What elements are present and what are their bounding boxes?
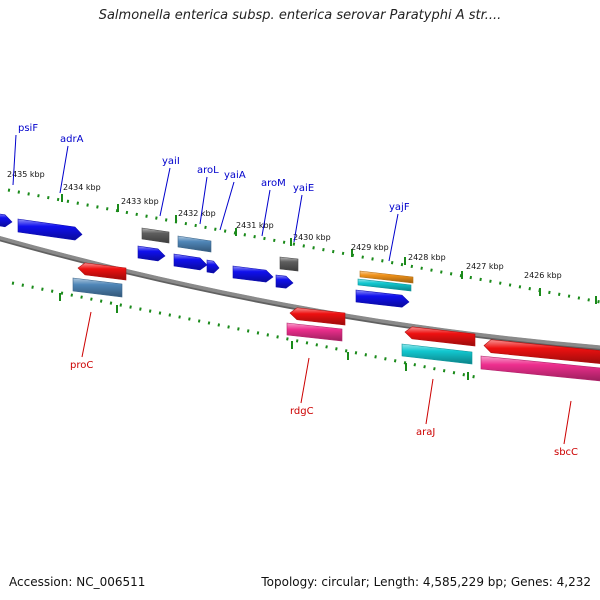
scale-label: 2430 kbp bbox=[293, 233, 331, 242]
gene-leader-line bbox=[388, 213, 399, 262]
gene-leader-line bbox=[59, 145, 69, 194]
scale-label: 2428 kbp bbox=[408, 253, 446, 262]
gene-arrow bbox=[17, 218, 83, 241]
gene-block bbox=[480, 355, 600, 382]
gene-leader-line bbox=[300, 357, 310, 404]
map-title: Salmonella enterica subsp. enterica sero… bbox=[98, 8, 502, 23]
gene-label-psiF: psiF bbox=[18, 123, 38, 134]
gene-label-proC: proC bbox=[70, 360, 93, 371]
gene-arrow bbox=[483, 339, 600, 364]
accession-label: Accession: NC_006511 bbox=[9, 575, 146, 589]
gene-leader-line bbox=[425, 378, 434, 425]
gene-leader-line bbox=[199, 176, 208, 225]
scale-label: 2431 kbp bbox=[236, 221, 274, 230]
gene-label-yaiE: yaiE bbox=[293, 183, 314, 194]
gene-leader-line bbox=[81, 311, 92, 358]
gene-label-rdgC: rdgC bbox=[290, 406, 314, 417]
gene-label-aroM: aroM bbox=[261, 178, 286, 189]
scale-label: 2432 kbp bbox=[178, 209, 216, 218]
upper-scale-dots bbox=[7, 188, 600, 304]
gene-leader-line bbox=[12, 134, 17, 186]
gene-arrow bbox=[275, 274, 294, 289]
gene-arrow bbox=[355, 289, 410, 308]
gene-label-aroL: aroL bbox=[197, 165, 219, 176]
gene-leader-line bbox=[219, 181, 235, 231]
backbone bbox=[0, 235, 600, 349]
gene-block bbox=[141, 227, 170, 244]
genome-summary: Topology: circular; Length: 4,585,229 bp… bbox=[261, 575, 591, 589]
gene-arrow bbox=[232, 265, 274, 283]
gene-arrow bbox=[0, 213, 13, 228]
gene-arrow bbox=[289, 307, 346, 326]
gene-label-yaiI: yaiI bbox=[162, 156, 180, 167]
gene-block bbox=[357, 278, 412, 292]
gene-arrow bbox=[404, 326, 476, 347]
gene-label-adrA: adrA bbox=[60, 134, 84, 145]
gene-label-sbcC: sbcC bbox=[554, 447, 578, 458]
gene-arrow bbox=[206, 259, 220, 274]
gene-block bbox=[401, 343, 473, 365]
gene-leader-line bbox=[563, 400, 572, 445]
scale-label: 2426 kbp bbox=[524, 271, 562, 280]
gene-label-yaiA: yaiA bbox=[224, 170, 246, 181]
scale-label: 2435 kbp bbox=[7, 170, 45, 179]
gene-leader-line bbox=[261, 189, 271, 237]
scale-label: 2433 kbp bbox=[121, 197, 159, 206]
gene-label-yajF: yajF bbox=[389, 202, 410, 213]
gene-block bbox=[279, 256, 299, 272]
scale-label: 2427 kbp bbox=[466, 262, 504, 271]
gene-arrow bbox=[77, 262, 127, 281]
gene-arrow bbox=[173, 253, 208, 271]
scale-label: 2429 kbp bbox=[351, 243, 389, 252]
gene-block bbox=[359, 270, 414, 284]
gene-block bbox=[286, 322, 343, 342]
gene-block bbox=[177, 235, 212, 253]
gene-arrow bbox=[137, 245, 166, 262]
gene-label-araJ: araJ bbox=[416, 427, 435, 438]
gene-block bbox=[72, 277, 123, 298]
gene-leader-line bbox=[159, 167, 171, 217]
scale-label: 2434 kbp bbox=[63, 183, 101, 192]
gene-leader-line bbox=[293, 194, 303, 243]
